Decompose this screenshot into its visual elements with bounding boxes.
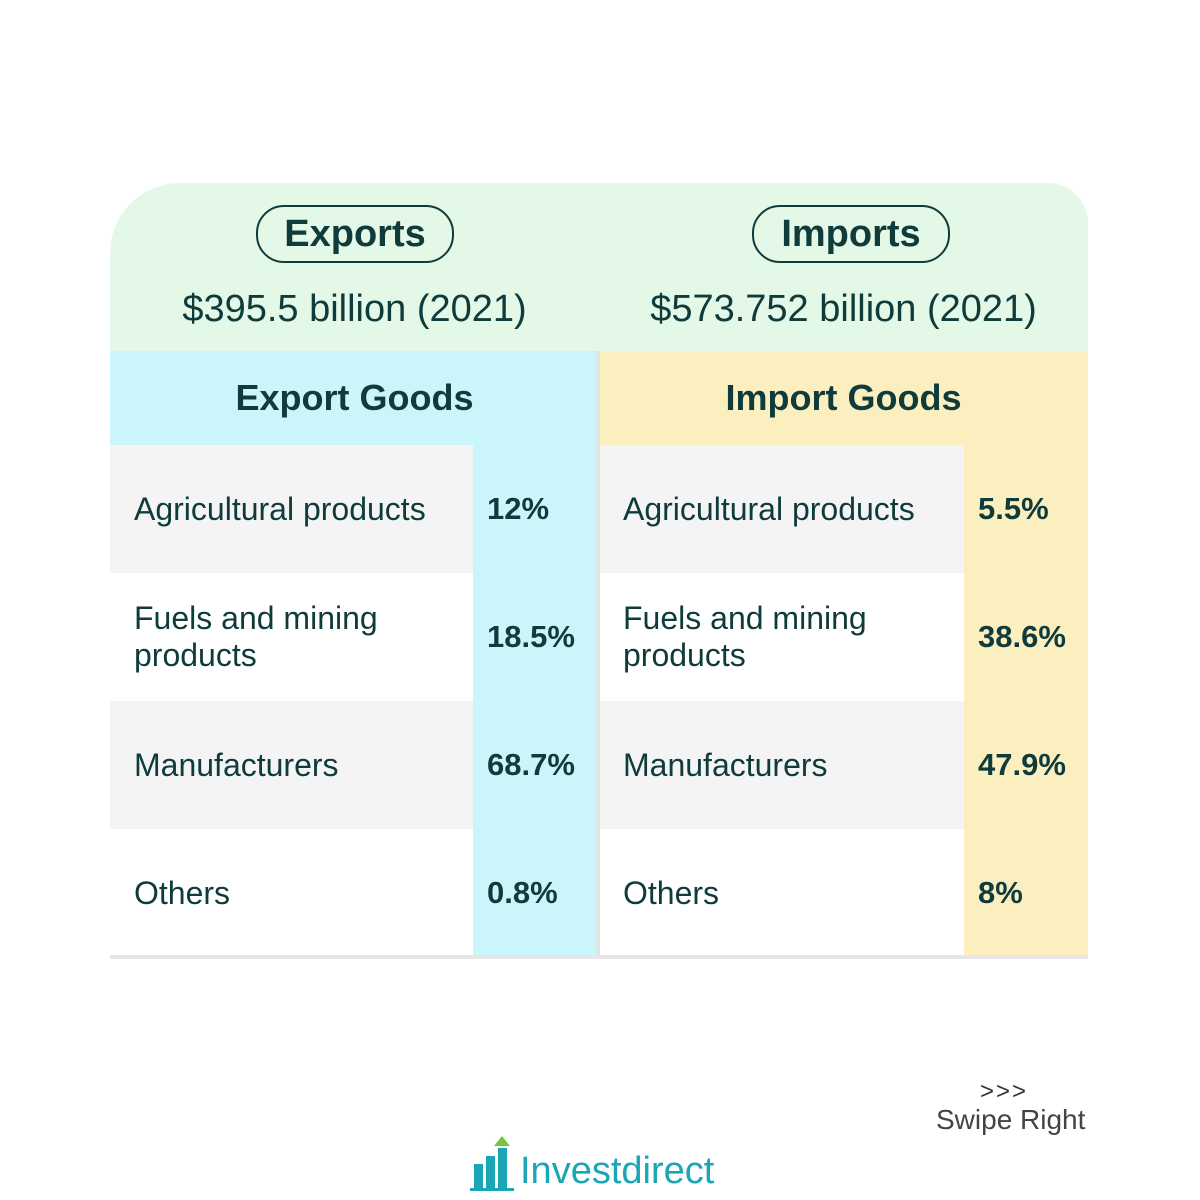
- swipe-arrows: >>>: [980, 1078, 1029, 1105]
- row-label: Manufacturers: [110, 701, 473, 829]
- exports-title: Exports: [256, 205, 454, 263]
- row-label: Agricultural products: [599, 445, 964, 573]
- swipe-label[interactable]: Swipe Right: [936, 1104, 1086, 1135]
- row-value: 47.9%: [964, 701, 1088, 829]
- row-value: 0.8%: [473, 829, 598, 957]
- brand: Investdirect: [520, 1150, 715, 1192]
- logo-icon: [470, 1136, 514, 1191]
- row-label: Manufacturers: [599, 701, 964, 829]
- imports-total: $573.752 billion (2021): [650, 288, 1037, 330]
- row-label: Fuels and mining products: [110, 573, 473, 701]
- imports-title: Imports: [752, 205, 950, 263]
- row-label: Fuels and mining products: [599, 573, 964, 701]
- divider: [596, 351, 600, 957]
- exports-total: $395.5 billion (2021): [182, 288, 527, 330]
- table-shadow: [110, 955, 1088, 959]
- row-label: Others: [599, 829, 964, 957]
- export-goods-title: Export Goods: [110, 351, 599, 445]
- row-value: 38.6%: [964, 573, 1088, 701]
- row-value: 18.5%: [473, 573, 598, 701]
- import-goods-title: Import Goods: [599, 351, 1088, 445]
- row-value: 8%: [964, 829, 1088, 957]
- row-value: 5.5%: [964, 445, 1088, 573]
- row-label: Agricultural products: [110, 445, 473, 573]
- row-value: 68.7%: [473, 701, 598, 829]
- row-label: Others: [110, 829, 473, 957]
- row-value: 12%: [473, 445, 598, 573]
